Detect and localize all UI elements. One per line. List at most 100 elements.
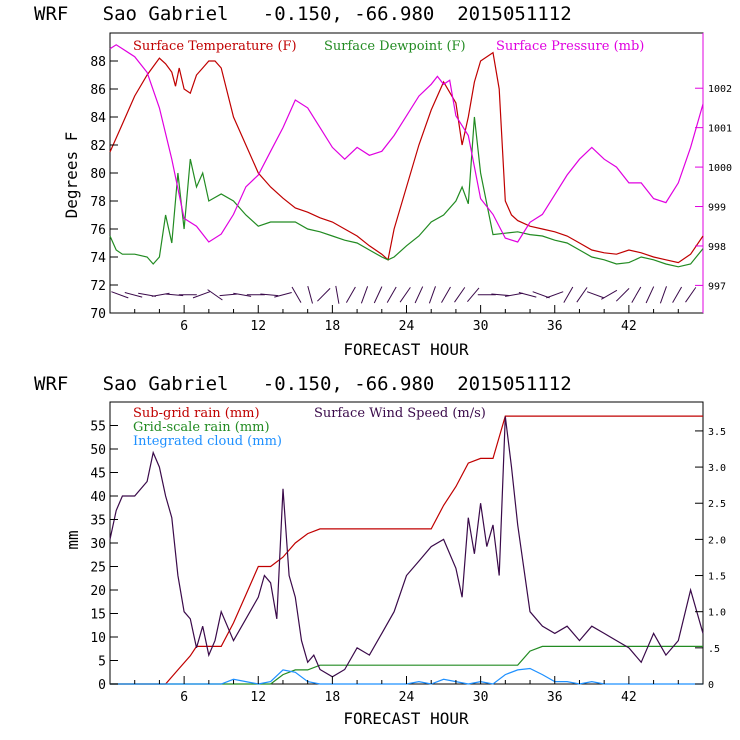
bottom-x-tick-label: 18: [325, 690, 341, 705]
wind-barb: [532, 291, 550, 299]
wind-barb: [428, 286, 436, 304]
top-y-tick-label: 86: [90, 83, 106, 98]
wind-barb: [386, 286, 397, 303]
bottom-x-axis-label: FORECAST HOUR: [343, 709, 469, 728]
wind-barb: [576, 287, 588, 303]
bottom-y-tick-label: 10: [90, 631, 106, 646]
bottom-y-tick-label: 35: [90, 514, 106, 529]
top-y-tick-label: 70: [90, 307, 106, 322]
top-y2-tick-label: 1001: [708, 124, 732, 135]
bottom-series-lines: [109, 415, 704, 685]
wind-barb: [546, 291, 564, 299]
wind-barb: [192, 291, 211, 299]
top-y-tick-label: 74: [90, 251, 106, 266]
bottom-x-tick-label: 24: [399, 690, 415, 705]
top-x-tick-label: 6: [180, 319, 188, 334]
bottom-y-tick-label: 45: [90, 467, 106, 482]
bottom-y-tick-label: 5: [98, 655, 106, 670]
wind-barb: [335, 285, 340, 304]
bottom-y2-tick-label: 0: [708, 680, 714, 691]
top-y-tick-label: 88: [90, 55, 106, 70]
top-y-tick-label: 76: [90, 223, 106, 238]
wind-barb: [601, 289, 618, 300]
wind-barb: [414, 286, 424, 304]
bottom-y-tick-label: 30: [90, 537, 106, 552]
wind-barb: [345, 286, 356, 303]
top-y2-tick-label: 999: [708, 203, 726, 214]
top-x-axis-label: FORECAST HOUR: [343, 340, 469, 359]
wind-barb: [307, 285, 313, 304]
top-chart-title: WRF Sao Gabriel -0.150, -66.980 20150511…: [34, 3, 572, 25]
series-line-surface-pressure-mb: [109, 44, 704, 243]
series-line-surface-wind-speed-m-s: [109, 416, 704, 678]
top-y-tick-label: 80: [90, 167, 106, 182]
top-x-tick-label: 24: [399, 319, 415, 334]
bottom-x-tick-label: 36: [547, 690, 563, 705]
wind-barbs: [111, 285, 697, 304]
top-y2-tick-label: 1000: [708, 163, 732, 174]
top-y2-tick-label: 998: [708, 242, 726, 253]
wind-barb: [491, 293, 510, 297]
top-x-tick-label: 30: [473, 319, 489, 334]
top-y-tick-label: 84: [90, 111, 106, 126]
legend-subgrid-rain: Sub-grid rain (mm): [133, 406, 260, 421]
wind-barb: [399, 287, 411, 303]
bottom-y-tick-label: 0: [98, 678, 106, 693]
wind-barb: [260, 293, 279, 297]
bottom-y-tick-label: 50: [90, 443, 106, 458]
wind-barb: [685, 287, 697, 303]
wind-barb: [207, 289, 223, 301]
bottom-y2-tick-label: 3.5: [708, 427, 726, 438]
legend-surface-dewpoint: Surface Dewpoint (F): [324, 39, 466, 54]
top-y-axis-label: Degrees F: [62, 132, 81, 219]
bottom-x-tick-label: 6: [180, 690, 188, 705]
bottom-y2-tick-label: 2.0: [708, 535, 726, 546]
top-y-tick-label: 78: [90, 195, 106, 210]
bottom-y2-tick-label: 1.0: [708, 608, 726, 619]
top-x-tick-label: 12: [250, 319, 266, 334]
bottom-x-tick-label: 42: [621, 690, 637, 705]
bottom-y2-tick-label: 3.0: [708, 463, 726, 474]
top-y2-tick-label: 997: [708, 281, 726, 292]
bottom-x-tick-label: 30: [473, 690, 489, 705]
wind-barb: [586, 291, 605, 299]
wind-barb: [291, 286, 302, 303]
wind-barb: [505, 292, 523, 297]
bottom-x-tick-label: 12: [250, 690, 266, 705]
top-y-tick-label: 72: [90, 279, 106, 294]
bottom-y-axis-label: mm: [63, 530, 82, 549]
top-y2-tick-label: 1002: [708, 84, 732, 95]
wind-barb: [111, 291, 129, 299]
bottom-y-tick-label: 40: [90, 490, 106, 505]
bottom-y-tick-label: 20: [90, 584, 106, 599]
series-line-sub-grid-rain-mm: [110, 415, 703, 685]
wind-barb: [219, 293, 238, 297]
top-axis-ticks: 6 12 18 24 30 36 42 70 72 74 76 78 80 82 84 86 88 997 998 9…: [90, 55, 732, 334]
wind-barb: [563, 286, 574, 303]
series-line-integrated-cloud-mm: [110, 667, 703, 685]
wind-barb: [165, 293, 184, 297]
top-series-lines: [109, 44, 704, 268]
bottom-y2-tick-label: 2.5: [708, 499, 726, 510]
bottom-chart-title: WRF Sao Gabriel -0.150, -66.980 20150511…: [34, 373, 572, 395]
bottom-y2-tick-label: .5: [708, 644, 720, 655]
wind-barb: [441, 286, 451, 303]
top-plot-frame: [109, 32, 704, 314]
wind-barb: [454, 287, 466, 303]
bottom-y-tick-label: 55: [90, 420, 106, 435]
top-x-tick-label: 42: [621, 319, 637, 334]
legend-gridscale-rain: Grid-scale rain (mm): [133, 420, 270, 435]
top-x-tick-label: 36: [547, 319, 563, 334]
wind-barb: [518, 292, 537, 298]
wind-barb: [615, 288, 630, 302]
series-line-grid-scale-rain-mm: [110, 645, 703, 685]
wind-barb: [672, 286, 683, 303]
series-line-surface-temperature-f: [109, 51, 704, 264]
precipitation-chart: WRF Sao Gabriel -0.150, -66.980 20150511…: [34, 373, 726, 728]
wind-barb: [467, 287, 480, 303]
wind-barb: [645, 286, 655, 304]
top-x-tick-label: 18: [325, 319, 341, 334]
bottom-axis-ticks: 6 12 18 24 30 36 42 0 5 10 15 20 25 30 35 40 45 50 55 0 .5 1.…: [90, 420, 726, 706]
legend-integrated-cloud: Integrated cloud (mm): [133, 434, 282, 449]
series-line-surface-dewpoint-f: [109, 116, 704, 268]
